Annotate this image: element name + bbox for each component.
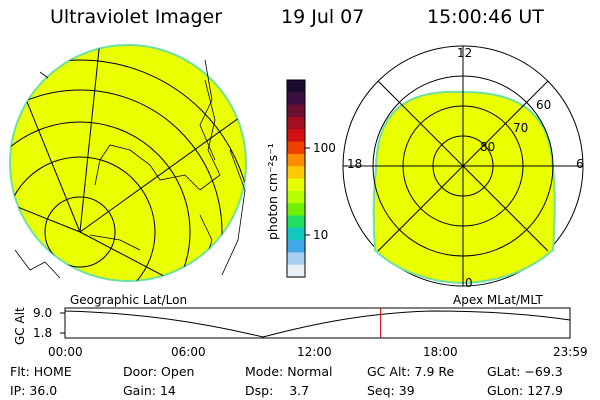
glon-info: GLon: 127.9: [487, 383, 563, 398]
glat-info: GLat: −69.3: [487, 364, 563, 379]
colorbar-band: [287, 190, 305, 204]
altitude-curve: [64, 310, 571, 338]
mlt-label-6: 6: [576, 157, 584, 171]
colorbar-band: [287, 141, 305, 155]
colorbar-band: [287, 264, 305, 278]
gcalt-value: 7.9 Re: [414, 364, 455, 379]
dsp-value: 3.7: [289, 383, 310, 398]
geo-panel-caption: Geographic Lat/Lon: [70, 293, 188, 307]
meridian-line: [79, 45, 101, 233]
colorbar-band: [287, 80, 305, 93]
latitude-circle: [10, 59, 246, 281]
gcalt-info: GC Alt: 7.9 Re: [367, 364, 455, 379]
latitude-circle: [10, 89, 223, 281]
mlt-emission-region: [372, 90, 556, 285]
colorbar-band: [287, 92, 305, 106]
colorbar-band: [287, 104, 305, 118]
geo-emission-disk: [9, 44, 247, 282]
seq-info: Seq: 39: [367, 383, 415, 398]
altitude-plot-frame: [64, 307, 571, 339]
coastline: [89, 234, 141, 251]
door-value: Open: [161, 364, 195, 379]
time-tick-0000: 00:00: [48, 345, 83, 359]
coastline: [94, 79, 221, 191]
ip-value: 36.0: [29, 383, 58, 398]
coastline: [14, 249, 61, 279]
altitude-ytick-9: 9.0: [33, 306, 53, 320]
time-tick-0600: 06:00: [171, 345, 206, 359]
date-label: 19 Jul 07: [281, 6, 365, 28]
time-label: 15:00:46 UT: [427, 6, 544, 28]
coastline: [39, 71, 49, 79]
coastline: [199, 59, 216, 161]
colorbar-label-100: 100: [313, 141, 336, 155]
colorbar-band: [287, 240, 305, 253]
colorbar-frame: [286, 79, 306, 278]
mlt-label-18: 18: [347, 157, 363, 171]
door-info: Door: Open: [123, 364, 195, 379]
latitude-circle: [44, 196, 116, 268]
mlt-panel-caption: Apex MLat/MLT: [453, 293, 543, 307]
colorbar-band: [287, 116, 305, 130]
filter-value: HOME: [33, 364, 72, 379]
colorbar: [287, 80, 305, 278]
mlt-label-12: 12: [457, 46, 473, 60]
colorbar-band: [287, 153, 305, 167]
colorbar-band: [287, 166, 305, 179]
ip-info: IP: 36.0: [10, 383, 58, 398]
glat-value: −69.3: [524, 364, 563, 379]
time-tick-1200: 12:00: [297, 345, 332, 359]
colorbar-band: [287, 227, 305, 241]
seq-value: 39: [398, 383, 415, 398]
time-tick-2359: 23:59: [553, 345, 588, 359]
colorbar-band: [287, 178, 305, 192]
dsp-info: Dsp: 3.7: [245, 383, 310, 398]
filter-info: Flt: HOME: [10, 364, 72, 379]
colorbar-band: [287, 129, 305, 143]
instrument-title: Ultraviolet Imager: [50, 6, 223, 28]
glon-value: 127.9: [527, 383, 563, 398]
meridian-line: [79, 109, 246, 233]
mlat-label-80: 80: [480, 140, 496, 154]
latitude-circle: [10, 121, 191, 281]
mlt-label-0: 0: [465, 276, 473, 290]
altitude-ylabel: GC Alt: [13, 307, 27, 345]
colorbar-unit-label: photon cm⁻²s⁻¹: [265, 143, 280, 240]
mlat-label-60: 60: [536, 98, 552, 112]
mode-value: Normal: [287, 364, 333, 379]
mlt-line-diagonal: [377, 80, 549, 252]
latitude-circle: [10, 156, 156, 281]
colorbar-band: [287, 203, 305, 216]
colorbar-label-10: 10: [313, 228, 329, 242]
meridian-line: [79, 231, 201, 281]
gain-value: 14: [159, 383, 176, 398]
mlat-label-70: 70: [513, 121, 529, 135]
altitude-ytick-1-8: 1.8: [33, 326, 53, 340]
time-tick-1800: 18:00: [423, 345, 458, 359]
coastline: [221, 149, 246, 276]
colorbar-band: [287, 215, 305, 229]
gain-info: Gain: 14: [123, 383, 176, 398]
mode-info: Mode: Normal: [245, 364, 333, 379]
colorbar-band: [287, 252, 305, 266]
